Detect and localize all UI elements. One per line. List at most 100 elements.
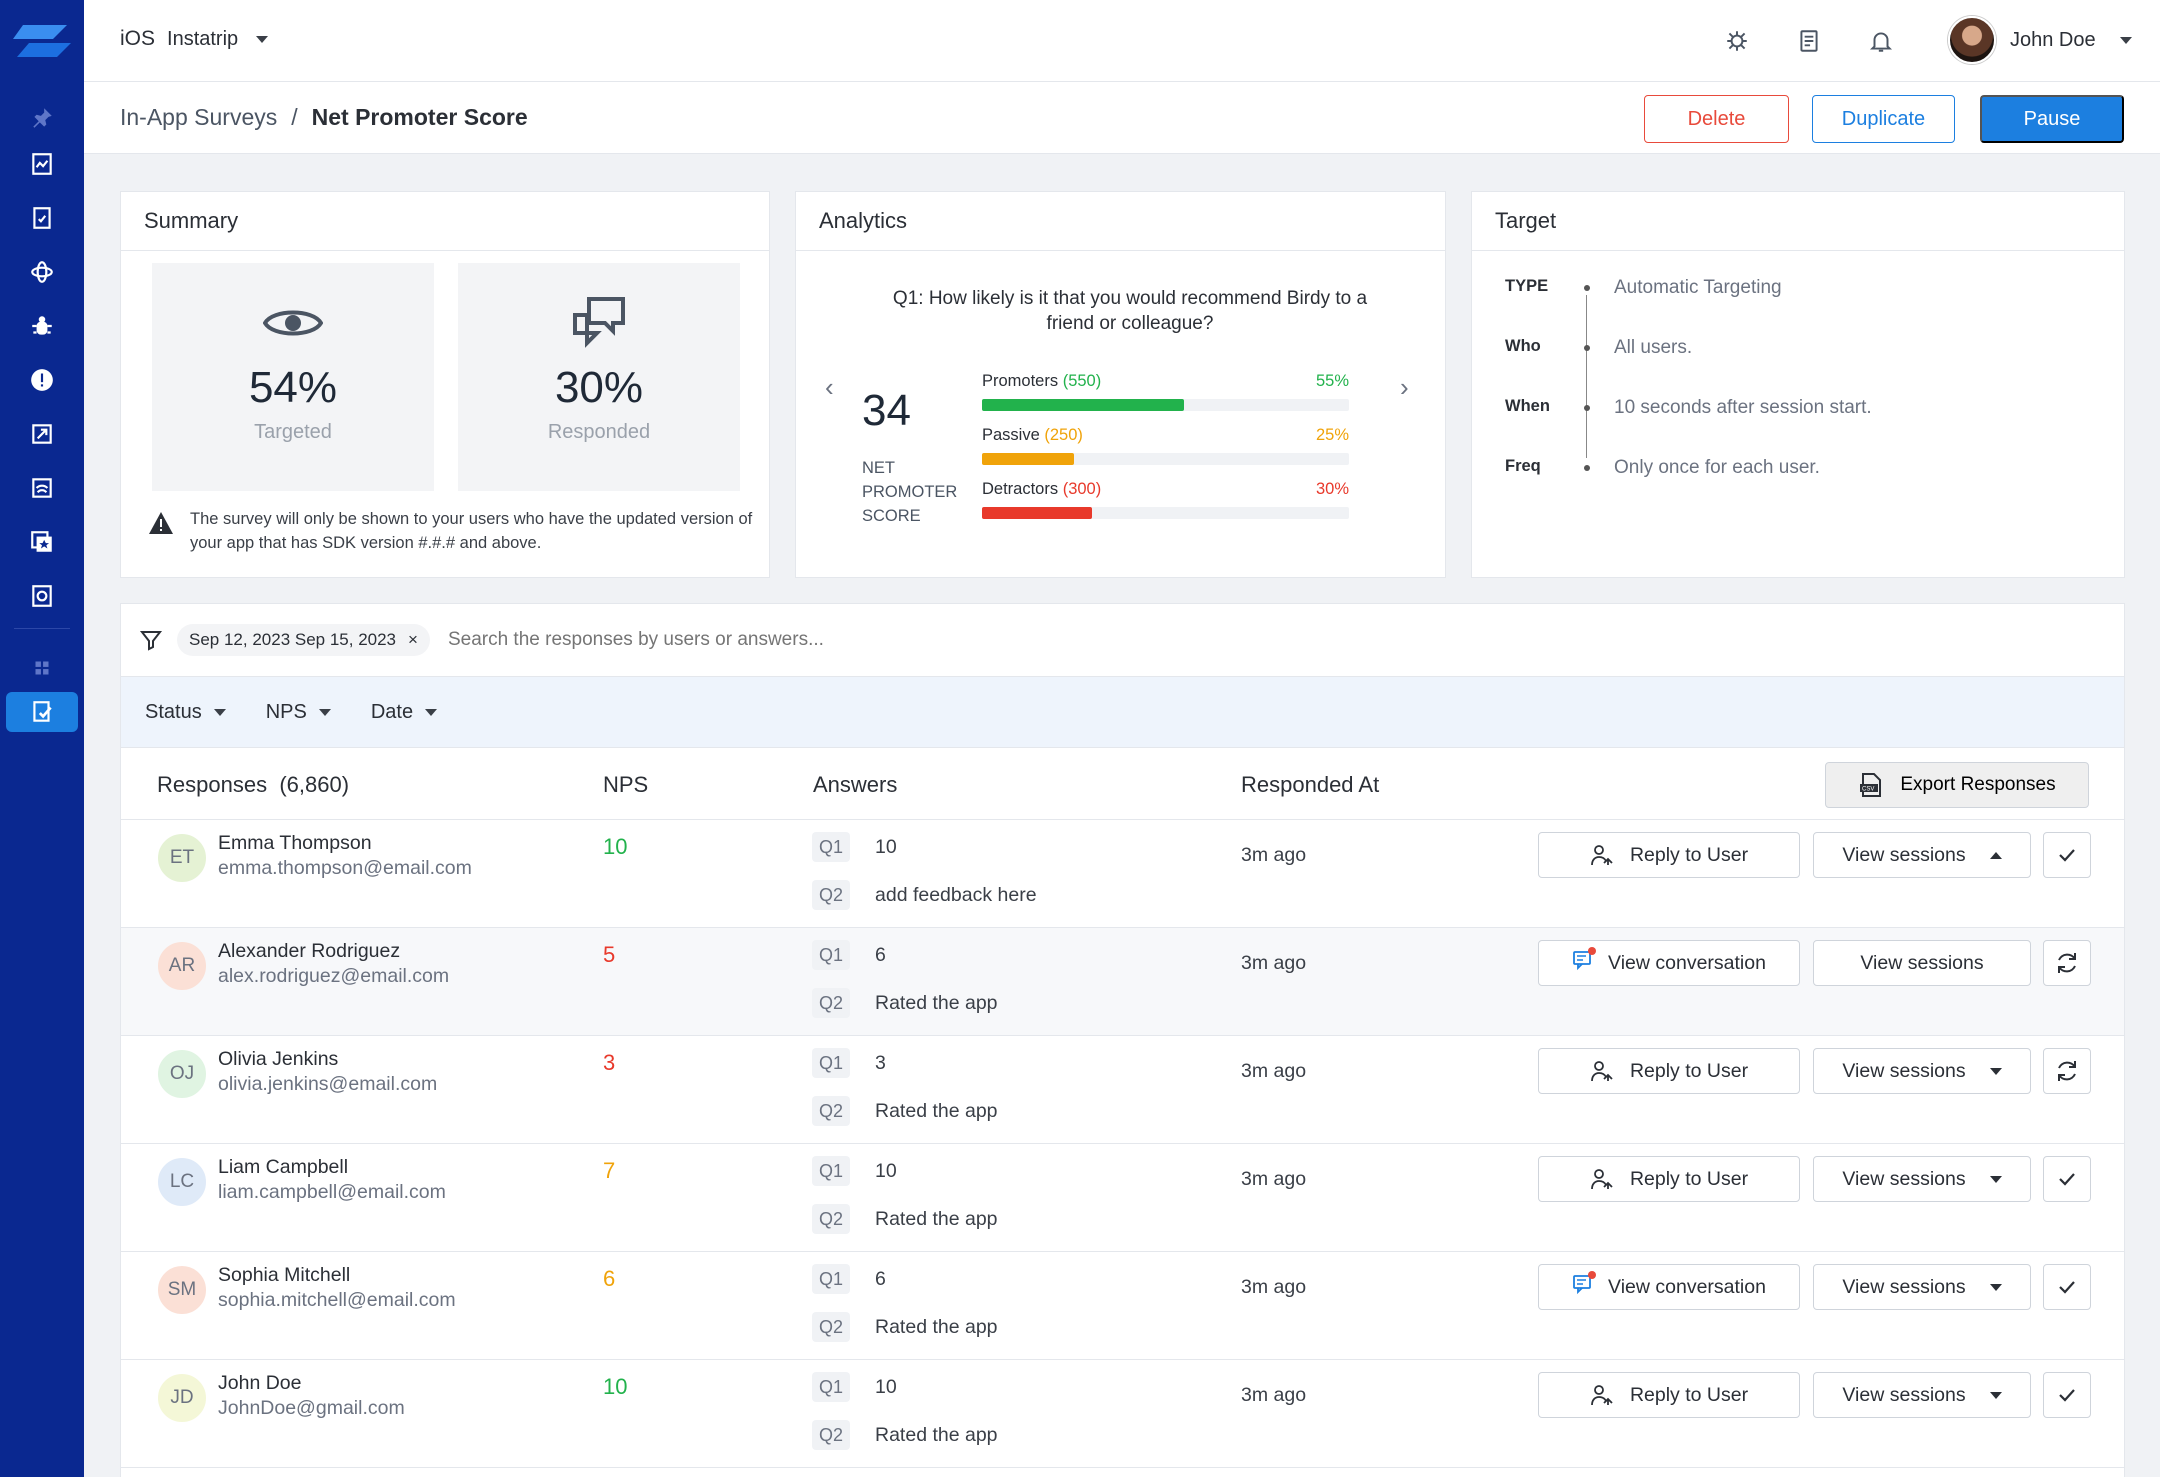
nps-value: 10 <box>603 834 628 859</box>
reply-to-user-button[interactable]: Reply to User <box>1538 1048 1800 1094</box>
table-row: JD John Doe JohnDoe@gmail.com 10 Q1 10 Q… <box>121 1360 2124 1468</box>
chat-icon <box>573 297 625 348</box>
nps-value: 5 <box>603 942 616 967</box>
col-answers: Answers <box>813 772 898 797</box>
sessions-label: View sessions <box>1842 1059 1966 1082</box>
apps-grid-icon[interactable] <box>17 648 67 688</box>
answer-text: Rated the app <box>875 1100 998 1122</box>
detractors-pct: 30% <box>1315 480 1349 498</box>
mark-done-button[interactable] <box>2043 1264 2091 1310</box>
dashboard-icon[interactable] <box>17 144 67 184</box>
app-os: iOS <box>120 27 156 50</box>
reply-to-user-button[interactable]: Reply to User <box>1538 1156 1800 1202</box>
logo[interactable] <box>0 0 84 82</box>
check-icon <box>2059 849 2075 862</box>
view-sessions-button[interactable]: View sessions <box>1813 1156 2031 1202</box>
date-filter-chip[interactable]: Sep 12, 2023 Sep 15, 2023 × <box>177 624 430 656</box>
answer-text: 10 <box>875 836 897 858</box>
user-menu[interactable]: John Doe <box>1948 16 2132 64</box>
promoters-bar: Promoters (550) 55% <box>982 372 1349 411</box>
responded-value: 30% <box>554 363 644 412</box>
reports-icon[interactable] <box>17 198 67 238</box>
question-tag: Q2 <box>812 1420 850 1450</box>
sync-icon <box>2058 953 2076 973</box>
table-row: ET Emma Thompson emma.thompson@email.com… <box>121 820 2124 928</box>
sessions-label: View sessions <box>1860 951 1984 974</box>
docs-icon[interactable] <box>1790 22 1828 60</box>
featured-icon[interactable] <box>17 522 67 562</box>
view-sessions-button[interactable]: View sessions <box>1813 940 2031 986</box>
user-name[interactable]: John Doe <box>218 1372 302 1394</box>
sessions-icon[interactable] <box>17 576 67 616</box>
detractors-count: (300) <box>1062 480 1102 498</box>
filter-icon[interactable] <box>139 628 163 652</box>
responded-label: Responded <box>547 421 651 443</box>
chevron-left-icon[interactable]: ‹ <box>825 372 834 402</box>
question-tag: Q2 <box>812 1096 850 1126</box>
reply-user-icon <box>1591 845 1613 866</box>
user-name[interactable]: Liam Campbell <box>218 1156 349 1178</box>
pin-icon[interactable] <box>17 98 67 138</box>
network-icon[interactable] <box>17 468 67 508</box>
sidebar <box>0 0 84 1477</box>
answer-text: 6 <box>875 1268 886 1290</box>
chevron-down-icon <box>1989 1175 2002 1183</box>
chevron-up-icon <box>1989 851 2002 859</box>
mark-done-button[interactable] <box>2043 1372 2091 1418</box>
action-label: View conversation <box>1608 951 1766 974</box>
filter-bar: Sep 12, 2023 Sep 15, 2023 × <box>121 604 2124 676</box>
user-name[interactable]: Alexander Rodriguez <box>218 940 401 962</box>
search-input[interactable] <box>447 629 1348 651</box>
user-name[interactable]: Olivia Jenkins <box>218 1048 339 1070</box>
action-label: Reply to User <box>1629 1059 1749 1082</box>
debug-icon[interactable] <box>1718 22 1756 60</box>
app-switcher[interactable]: iOS Instatrip <box>120 27 269 51</box>
answer-text: Rated the app <box>875 1208 998 1230</box>
view-sessions-button[interactable]: View sessions <box>1813 832 2031 878</box>
responses-count: (6,860) <box>279 772 350 797</box>
chevron-right-icon[interactable]: › <box>1400 372 1409 402</box>
mark-done-button[interactable] <box>2043 1156 2091 1202</box>
nps-label: NET PROMOTER SCORE <box>862 459 958 525</box>
view-conversation-button[interactable]: View conversation <box>1538 1264 1800 1310</box>
responded-time: 3m ago <box>1241 1060 1307 1082</box>
promoters-count: (550) <box>1062 372 1102 390</box>
nps-dropdown[interactable]: NPS <box>266 701 331 724</box>
export-responses-button[interactable]: CSV Export Responses <box>1825 762 2089 808</box>
mark-done-button[interactable] <box>2043 832 2091 878</box>
release-icon[interactable] <box>17 414 67 454</box>
breadcrumb-parent[interactable]: In-App Surveys <box>120 104 278 130</box>
col-responses: Responses (6,860) <box>157 772 350 797</box>
view-sessions-button[interactable]: View sessions <box>1813 1372 2031 1418</box>
pause-button[interactable]: Pause <box>1980 95 2124 143</box>
delete-button[interactable]: Delete <box>1644 95 1789 143</box>
question-tag: Q1 <box>812 1048 850 1078</box>
duplicate-button[interactable]: Duplicate <box>1812 95 1955 143</box>
target-value: All users. <box>1614 337 1693 358</box>
reply-to-user-button[interactable]: Reply to User <box>1538 1372 1800 1418</box>
close-icon[interactable]: × <box>408 630 418 649</box>
filter-dropdowns: Status NPS Date <box>121 676 2124 748</box>
chevron-down-icon <box>318 708 331 716</box>
sessions-label: View sessions <box>1842 843 1966 866</box>
date-dropdown[interactable]: Date <box>371 701 438 724</box>
bug-icon[interactable] <box>17 306 67 346</box>
surveys-icon[interactable] <box>6 692 78 732</box>
user-name[interactable]: Sophia Mitchell <box>218 1264 351 1286</box>
alert-icon[interactable] <box>17 360 67 400</box>
status-dropdown[interactable]: Status <box>145 701 226 724</box>
view-conversation-button[interactable]: View conversation <box>1538 940 1800 986</box>
view-sessions-button[interactable]: View sessions <box>1813 1264 2031 1310</box>
question-tag: Q2 <box>812 1204 850 1234</box>
reopen-button[interactable] <box>2043 940 2091 986</box>
target-value: Automatic Targeting <box>1614 277 1782 298</box>
view-sessions-button[interactable]: View sessions <box>1813 1048 2031 1094</box>
reply-to-user-button[interactable]: Reply to User <box>1538 832 1800 878</box>
atom-icon[interactable] <box>17 252 67 292</box>
sessions-label: View sessions <box>1842 1167 1966 1190</box>
user-name[interactable]: Emma Thompson <box>218 832 372 854</box>
bell-icon[interactable] <box>1862 22 1900 60</box>
reopen-button[interactable] <box>2043 1048 2091 1094</box>
user-email: olivia.jenkins@email.com <box>218 1073 438 1095</box>
sessions-label: View sessions <box>1842 1383 1966 1406</box>
